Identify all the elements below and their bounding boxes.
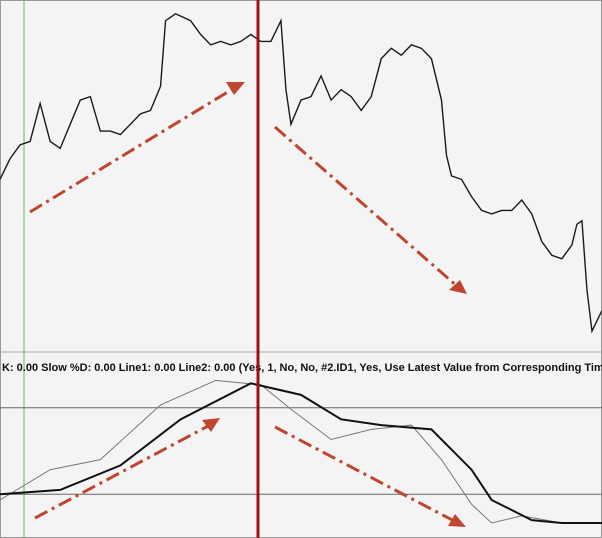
arrow-heads bbox=[202, 82, 467, 527]
arrow-down bbox=[274, 125, 459, 289]
plots bbox=[0, 12, 602, 524]
arrows bbox=[29, 85, 459, 524]
arrow-up bbox=[29, 85, 237, 214]
arrow-head bbox=[202, 418, 220, 432]
series-line bbox=[0, 379, 602, 524]
arrow-head bbox=[448, 514, 466, 527]
arrow-head bbox=[226, 82, 245, 95]
arrow-up-lower bbox=[34, 423, 211, 520]
series-line bbox=[0, 382, 602, 524]
arrow-head bbox=[449, 280, 467, 294]
indicator-label: K: 0.00 Slow %D: 0.00 Line1: 0.00 Line2:… bbox=[2, 362, 602, 374]
arrow-down-lower bbox=[274, 425, 457, 524]
series-line bbox=[0, 12, 602, 334]
